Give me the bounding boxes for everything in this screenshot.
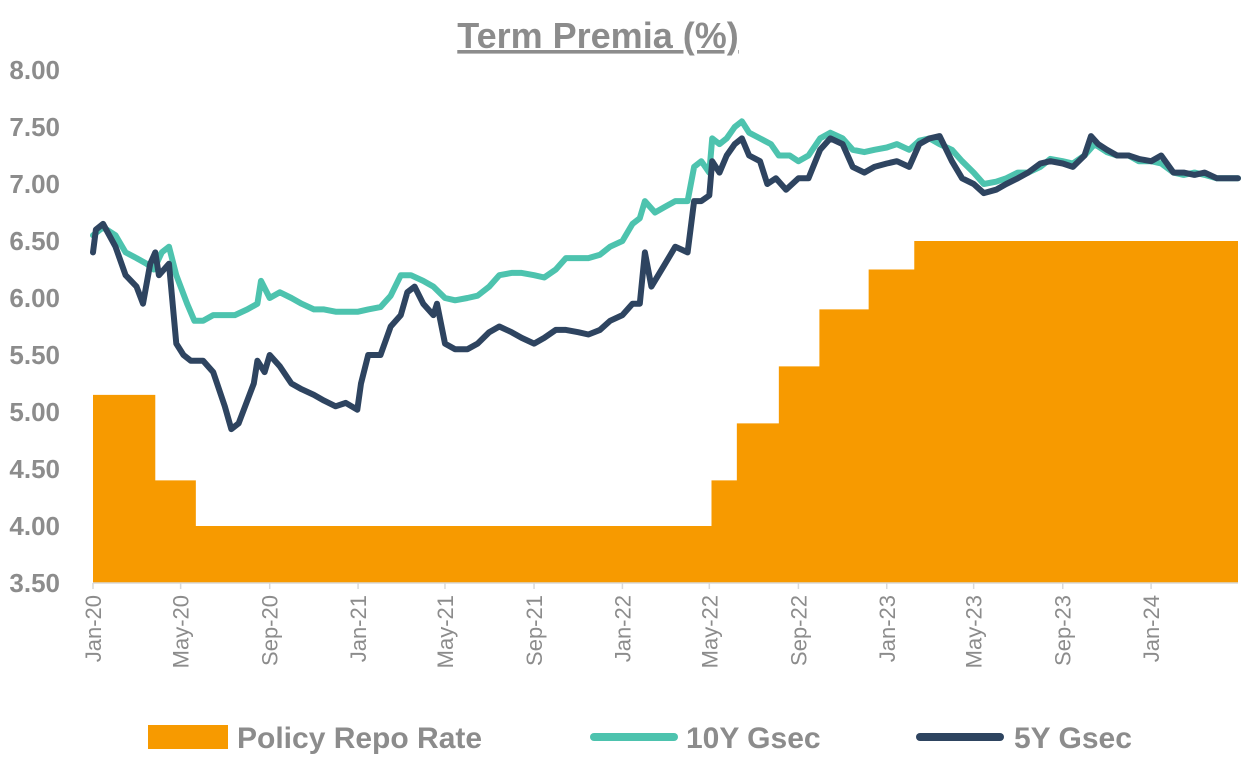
y-tick-label: 5.00 [9,397,60,427]
legend-label-5y-gsec: 5Y Gsec [1014,722,1132,755]
x-tick-label: Jan-22 [610,595,635,662]
x-tick-label: Jan-21 [346,595,371,662]
legend-swatch-policy-repo-rate [148,725,228,749]
y-tick-label: 4.50 [9,454,60,484]
y-tick-label: 4.00 [9,511,60,541]
x-tick-label: May-21 [433,595,458,668]
x-tick-label: May-20 [169,595,194,668]
10y-gsec-line [90,118,1241,324]
y-tick-label: 8.00 [9,55,60,85]
chart-title: Term Premia (%) [457,15,738,56]
x-tick-label: Sep-23 [1051,595,1076,666]
y-tick-label: 3.50 [9,568,60,598]
x-tick-label: Sep-22 [786,595,811,666]
y-tick-label: 6.00 [9,283,60,313]
x-tick-label: Jan-23 [875,595,900,662]
legend-label-10y-gsec: 10Y Gsec [686,722,821,755]
x-tick-label: May-22 [697,595,722,668]
legend-label-policy-repo-rate: Policy Repo Rate [237,722,482,755]
policy-repo-rate-area [93,241,1238,583]
x-tick-label: Jan-24 [1139,595,1164,662]
5y-gsec-line [90,133,1241,433]
x-tick-label: Sep-21 [522,595,547,666]
axes: 8.00 7.50 7.00 6.50 6.00 5.50 5.00 4.50 4.00 3.50… [9,55,1238,668]
x-tick-label: May-23 [962,595,987,668]
y-tick-label: 7.50 [9,112,60,142]
plot-area [90,118,1241,583]
y-tick-label: 7.00 [9,169,60,199]
x-tick-label: Jan-20 [81,595,106,662]
x-tick-label: Sep-20 [258,595,283,666]
y-tick-label: 6.50 [9,226,60,256]
y-tick-label: 5.50 [9,340,60,370]
legend: Policy Repo Rate 10Y Gsec 5Y Gsec [148,722,1132,755]
